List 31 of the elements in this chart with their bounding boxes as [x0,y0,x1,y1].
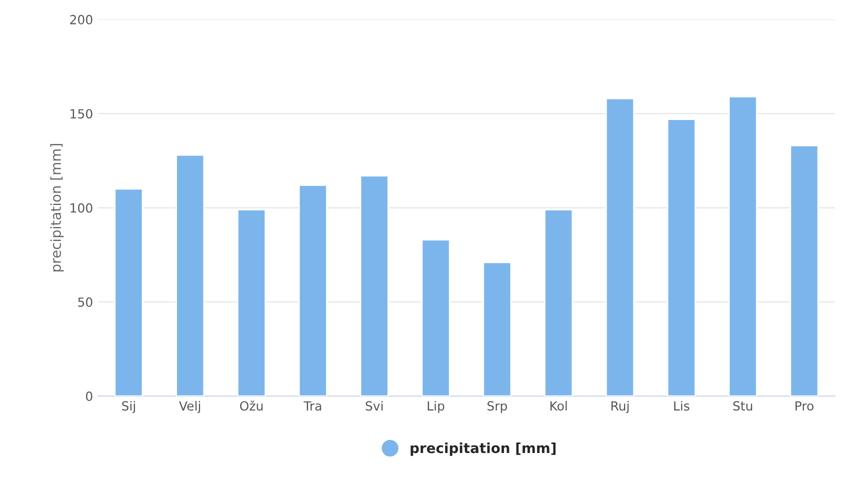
x-tick-label: Lip [428,400,444,414]
bar [360,175,389,396]
y-tick-label: 150 [70,109,92,119]
x-tick-label: Stu [733,401,752,411]
legend-label: precipitation [mm] [410,442,556,456]
x-tick-label: Pro [796,401,814,411]
bar [421,239,450,396]
bar [605,98,635,396]
bar [790,144,819,396]
y-tick-label: 200 [70,14,92,24]
x-tick-label: Velj [179,400,200,414]
y-tick-label: 0 [86,392,92,402]
bar [666,118,696,396]
bar [482,262,512,396]
x-tick-label: Sij [122,400,135,414]
bar [728,96,758,396]
x-tick-label: Lis [674,400,690,411]
bar [298,184,328,396]
y-tick-label: 50 [78,297,92,307]
y-tick-label: 100 [70,203,92,213]
bar [114,188,144,396]
x-tick-label: Ožu [240,400,263,411]
x-tick-label: Kol [550,400,567,411]
bar [544,208,574,396]
bar [176,154,205,396]
x-tick-label: Ruj [611,400,629,414]
x-tick-label: Svi [366,400,383,411]
x-tick-label: Tra [304,401,322,411]
x-tick-label: Srp [487,401,507,414]
y-axis-title: precipitation [mm] [50,144,64,272]
bar [237,208,266,396]
